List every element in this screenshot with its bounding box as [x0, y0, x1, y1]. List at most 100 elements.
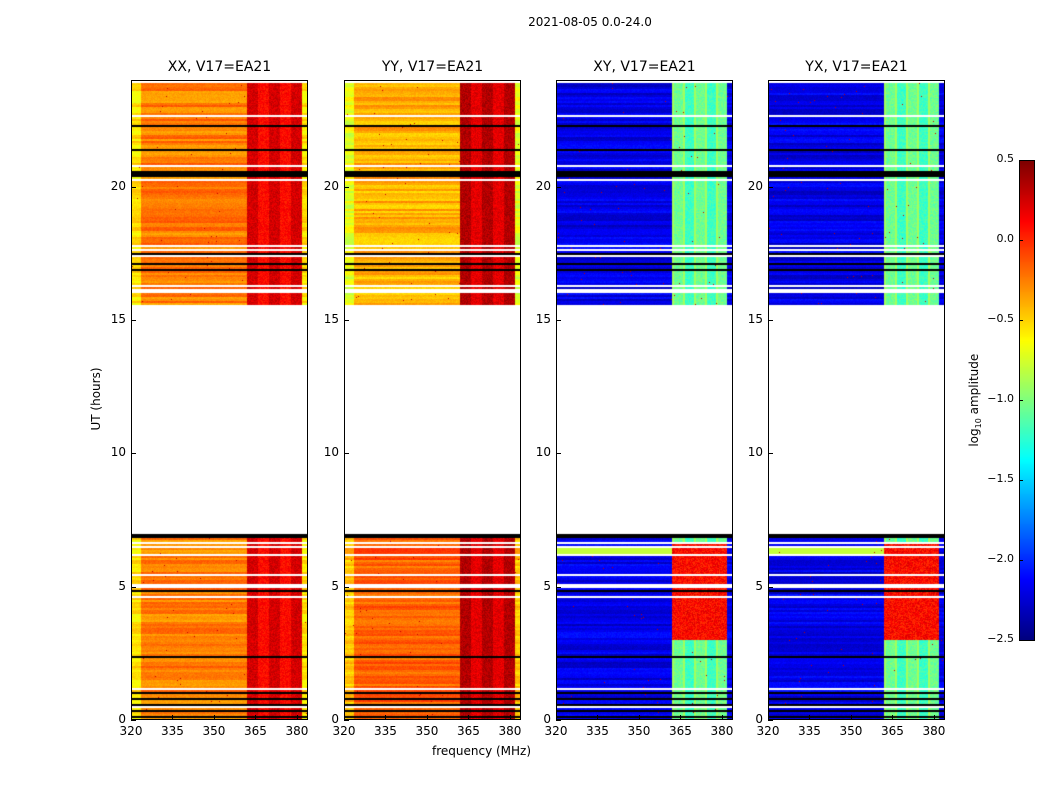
- colorbar-label-suffix: amplitude: [966, 353, 981, 419]
- colorbar-tick-mark: [1019, 480, 1023, 481]
- y-tick-mark: [768, 453, 773, 455]
- x-tick-label: 335: [374, 724, 397, 738]
- y-tick-label: 0: [543, 712, 551, 726]
- x-tick-mark: [296, 715, 298, 720]
- panel-title: XY, V17=EA21: [593, 59, 696, 75]
- y-tick-label: 5: [543, 578, 551, 593]
- colorbar-tick-mark: [1019, 640, 1023, 641]
- x-tick-mark: [344, 715, 345, 720]
- heatmap-panel: [344, 80, 521, 720]
- y-axis-label: UT (hours): [89, 367, 103, 431]
- colorbar-label-log: log: [966, 428, 981, 447]
- y-tick-mark: [768, 586, 773, 588]
- heatmap-panel: [768, 80, 945, 720]
- y-tick-label: 0: [331, 712, 339, 726]
- y-tick-label: 10: [747, 445, 763, 460]
- y-tick-mark: [768, 720, 773, 721]
- colorbar-tick-mark: [1019, 240, 1023, 241]
- x-tick-label: 380: [285, 724, 309, 738]
- y-tick-label: 20: [323, 178, 339, 193]
- y-tick-mark: [131, 320, 136, 321]
- x-tick-label: 380: [710, 724, 734, 738]
- x-tick-label: 335: [161, 724, 184, 738]
- y-tick-label: 10: [323, 445, 339, 460]
- panel-title: YX, V17=EA21: [805, 59, 908, 75]
- x-tick-mark: [556, 715, 557, 720]
- y-tick-label: 15: [747, 312, 763, 326]
- y-tick-mark: [344, 720, 349, 721]
- heatmap-image: [557, 81, 732, 719]
- y-tick-mark: [556, 186, 561, 188]
- heatmap-panel: [131, 80, 308, 720]
- y-tick-mark: [556, 720, 561, 721]
- x-tick-mark: [680, 715, 682, 720]
- x-tick-label: 380: [922, 724, 946, 738]
- y-tick-mark: [131, 186, 136, 188]
- x-tick-label: 335: [798, 724, 821, 738]
- x-tick-mark: [385, 715, 387, 720]
- y-tick-label: 10: [535, 445, 551, 460]
- x-tick-label: 365: [669, 724, 692, 738]
- colorbar-label-sub: 10: [974, 418, 984, 429]
- x-tick-mark: [172, 715, 174, 720]
- heatmap-image: [132, 81, 307, 719]
- colorbar-tick-mark: [1019, 160, 1023, 161]
- y-tick-label: 15: [323, 312, 339, 326]
- x-tick-mark: [597, 715, 599, 720]
- y-tick-label: 0: [118, 712, 126, 726]
- x-tick-label: 320: [544, 724, 568, 738]
- y-tick-mark: [768, 320, 773, 321]
- x-tick-label: 320: [756, 724, 780, 738]
- y-tick-mark: [131, 720, 136, 721]
- y-tick-mark: [344, 453, 349, 455]
- colorbar-tick-mark: [1019, 400, 1023, 401]
- colorbar-tick-label: 0.0: [996, 232, 1015, 245]
- x-tick-mark: [892, 715, 894, 720]
- y-tick-label: 5: [118, 578, 126, 593]
- x-tick-mark: [721, 715, 723, 720]
- y-tick-mark: [556, 320, 561, 321]
- y-tick-label: 15: [110, 312, 126, 326]
- colorbar-tick-label: 0.5: [996, 152, 1015, 165]
- colorbar-tick-label: −0.5: [987, 312, 1014, 325]
- x-tick-label: 380: [498, 724, 522, 738]
- y-tick-label: 5: [755, 578, 763, 593]
- y-tick-mark: [344, 320, 349, 321]
- x-tick-label: 350: [202, 724, 226, 738]
- y-tick-label: 15: [535, 312, 551, 326]
- y-tick-label: 0: [755, 712, 763, 726]
- y-tick-label: 20: [747, 178, 763, 193]
- y-tick-label: 20: [110, 178, 126, 193]
- colorbar-tick-label: −2.0: [987, 552, 1014, 565]
- x-tick-mark: [426, 715, 428, 720]
- x-tick-label: 320: [119, 724, 143, 738]
- y-tick-label: 5: [331, 578, 339, 593]
- y-tick-mark: [131, 586, 136, 588]
- heatmap-image: [345, 81, 520, 719]
- y-tick-label: 20: [535, 178, 551, 193]
- heatmap-image: [769, 81, 944, 719]
- x-tick-label: 320: [332, 724, 356, 738]
- y-tick-mark: [131, 453, 136, 455]
- colorbar-tick-label: −1.5: [987, 472, 1014, 485]
- y-tick-mark: [556, 586, 561, 588]
- x-tick-label: 365: [244, 724, 267, 738]
- x-tick-label: 365: [457, 724, 480, 738]
- x-tick-label: 350: [839, 724, 863, 738]
- x-tick-mark: [638, 715, 640, 720]
- x-tick-label: 350: [415, 724, 439, 738]
- y-tick-mark: [768, 186, 773, 188]
- x-axis-label: frequency (MHz): [432, 744, 532, 758]
- colorbar-tick-label: −2.5: [987, 632, 1014, 645]
- heatmap-panel: [556, 80, 733, 720]
- x-tick-mark: [255, 715, 257, 720]
- panel-title: YY, V17=EA21: [381, 59, 484, 75]
- x-tick-label: 335: [586, 724, 609, 738]
- x-tick-mark: [213, 715, 215, 720]
- y-tick-mark: [556, 453, 561, 455]
- colorbar-tick-mark: [1019, 560, 1023, 561]
- x-tick-mark: [809, 715, 811, 720]
- y-tick-label: 10: [110, 445, 126, 460]
- panel-title: XX, V17=EA21: [167, 59, 272, 75]
